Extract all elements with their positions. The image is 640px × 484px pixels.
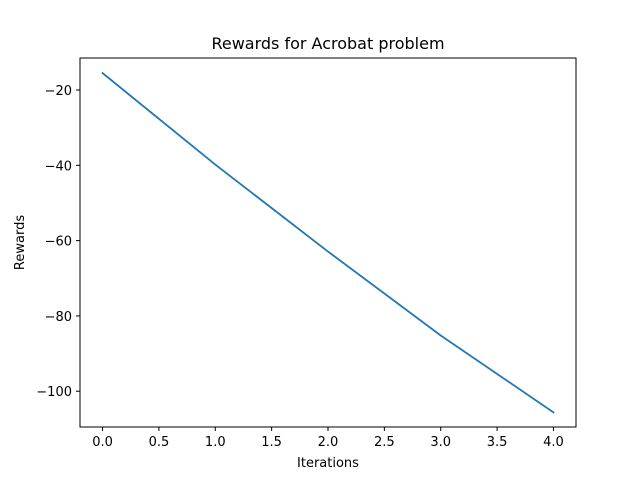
chart-title: Rewards for Acrobat problem: [211, 34, 444, 53]
x-tick-label: 2.5: [374, 435, 395, 450]
y-tick-label: −60: [45, 235, 72, 250]
x-axis-label: Iterations: [297, 456, 359, 471]
x-tick-label: 1.5: [261, 435, 282, 450]
x-tick-label: 3.0: [430, 435, 451, 450]
x-tick-label: 3.5: [487, 435, 508, 450]
x-tick-label: 2.0: [318, 435, 339, 450]
x-tick-label: 1.0: [205, 435, 226, 450]
y-tick-label: −20: [45, 84, 72, 99]
y-tick-label: −80: [45, 310, 72, 325]
x-tick-label: 0.5: [149, 435, 170, 450]
x-axis-ticks: 0.0 0.5 1.0 1.5 2.0 2.5 3.0 3.5 4.0: [92, 427, 564, 450]
y-tick-label: −100: [36, 385, 72, 400]
y-tick-label: −40: [45, 159, 72, 174]
series-line-0: [101, 71, 555, 414]
y-axis-label: Rewards: [13, 215, 28, 270]
x-tick-label: 4.0: [543, 435, 564, 450]
y-axis-ticks: −20 −40 −60 −80 −100: [36, 84, 80, 400]
plot-layer: [101, 71, 555, 414]
x-tick-label: 0.0: [92, 435, 113, 450]
